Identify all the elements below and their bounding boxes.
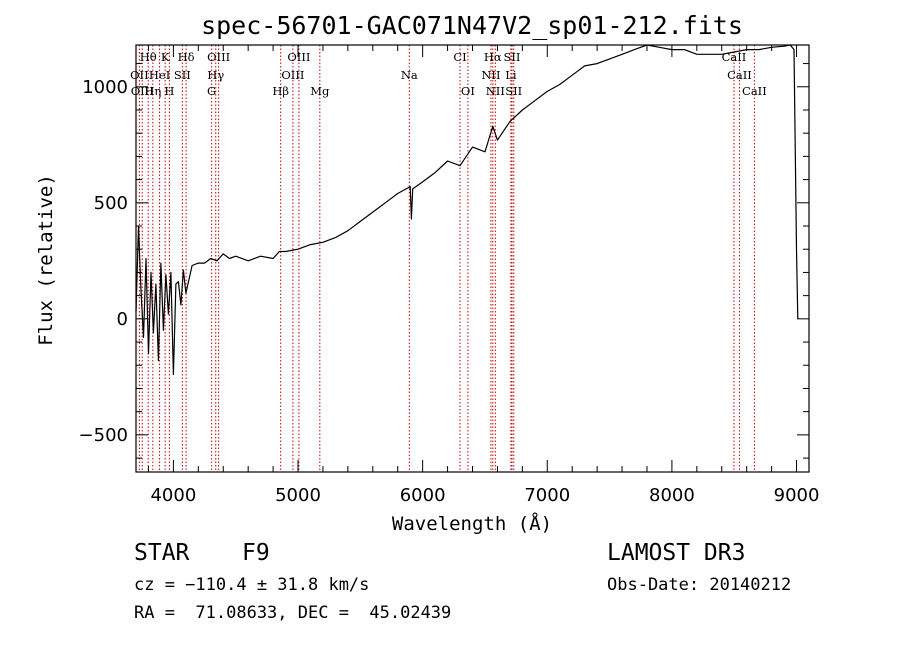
spectral-line-label: NII bbox=[486, 84, 505, 98]
spectral-line-label: CaII bbox=[742, 84, 767, 98]
x-axis-label: Wavelength (Å) bbox=[392, 512, 552, 535]
spectral-line-label: Hα bbox=[484, 50, 502, 64]
spectral-line-label: OIII bbox=[287, 50, 310, 64]
chart-title: spec-56701-GAC071N47V2_sp01-212.fits bbox=[201, 11, 743, 40]
spectral-line-label: Hθ bbox=[140, 50, 157, 64]
object-subclass: F9 bbox=[242, 540, 270, 566]
y-axis-label: Flux (relative) bbox=[35, 174, 57, 346]
x-tick-label: 6000 bbox=[400, 485, 446, 506]
spectral-line-label: OIII bbox=[281, 68, 304, 82]
spectral-line-label: OII bbox=[130, 68, 149, 82]
x-tick-label: 5000 bbox=[275, 485, 321, 506]
spectral-line-label: Na bbox=[401, 68, 418, 82]
spectral-line-label: SII bbox=[504, 50, 521, 64]
spectral-line-label: OIII bbox=[131, 84, 154, 98]
x-tick-label: 4000 bbox=[150, 485, 196, 506]
axis-ticks: 4000 5000 6000 7000 8000 9000 −500 0 500 1000 bbox=[79, 45, 820, 506]
spectral-line-label: Hβ bbox=[272, 84, 289, 98]
spectral-line-label: NII bbox=[481, 68, 500, 82]
spectral-line-label: SII bbox=[174, 68, 191, 82]
spectrum-series-line bbox=[135, 44, 799, 376]
sky-coordinates: RA = 71.08633, DEC = 45.02439 bbox=[134, 603, 452, 623]
y-tick-label: 0 bbox=[117, 309, 128, 330]
spectral-line-label: Li bbox=[505, 68, 517, 82]
plot-frame bbox=[135, 44, 810, 473]
object-class: STAR bbox=[134, 540, 190, 566]
spectral-line-label: SII bbox=[505, 84, 522, 98]
spectral-line-label: CaII bbox=[727, 68, 752, 82]
spectral-line-label: HeI bbox=[149, 68, 170, 82]
y-tick-label: −500 bbox=[79, 425, 128, 446]
observation-date: Obs-Date: 20140212 bbox=[607, 575, 792, 595]
spectral-line-label: CI bbox=[453, 50, 466, 64]
survey-name: LAMOST DR3 bbox=[607, 540, 746, 566]
spectral-line-label: Hγ bbox=[207, 68, 224, 82]
spectral-line-label: Mg bbox=[310, 84, 330, 98]
x-tick-label: 9000 bbox=[774, 485, 820, 506]
y-tick-label: 1000 bbox=[82, 77, 128, 98]
spectral-line-markers bbox=[138, 45, 755, 472]
spectral-line-label: Hη bbox=[144, 84, 161, 98]
spectral-line-label: OIII bbox=[207, 50, 230, 64]
y-tick-label: 500 bbox=[94, 193, 128, 214]
spectral-line-label: H bbox=[164, 84, 174, 98]
x-tick-label: 7000 bbox=[524, 485, 570, 506]
spectral-line-label: G bbox=[207, 84, 216, 98]
spectral-line-label: OI bbox=[461, 84, 475, 98]
spectral-line-label: K bbox=[161, 50, 170, 64]
spectral-line-label: CaII bbox=[722, 50, 747, 64]
spectral-line-label: Hδ bbox=[178, 50, 195, 64]
x-tick-label: 8000 bbox=[649, 485, 695, 506]
redshift-cz: cz = −110.4 ± 31.8 km/s bbox=[134, 575, 370, 595]
